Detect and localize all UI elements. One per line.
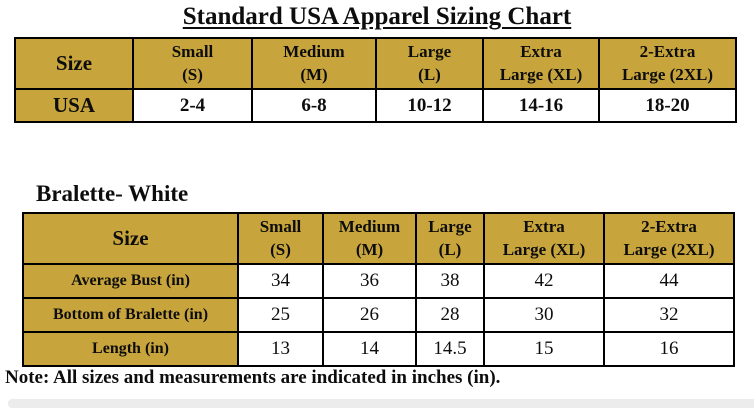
column-header-small-line1: Small bbox=[171, 42, 214, 62]
column-header-large-line1: Large bbox=[428, 217, 472, 237]
column-header-xl: Extra Large (XL) bbox=[483, 212, 605, 265]
column-header-large-line1: Large bbox=[407, 42, 452, 62]
column-header-xl: Extra Large (XL) bbox=[482, 37, 600, 90]
length-row-label: Length (in) bbox=[22, 331, 239, 367]
column-header-2xl: 2-Extra Large (2XL) bbox=[598, 37, 737, 90]
column-header-xl-line2: Large (XL) bbox=[499, 64, 583, 84]
horizontal-scrollbar[interactable] bbox=[8, 399, 754, 408]
column-header-2xl-line1: 2-Extra bbox=[641, 217, 697, 237]
usa-size-xl: 14-16 bbox=[482, 88, 600, 123]
column-header-large-line2: (L) bbox=[418, 64, 441, 84]
column-header-large: Large (L) bbox=[375, 37, 484, 90]
length-small: 13 bbox=[237, 331, 324, 367]
bottom-of-bralette-large: 28 bbox=[415, 297, 485, 333]
column-header-small: Small (S) bbox=[132, 37, 253, 90]
column-header-xl-line1: Extra bbox=[520, 42, 562, 62]
usa-table-header-row: Size Small (S) Medium (M) Large (L) Extr… bbox=[14, 37, 737, 90]
usa-row-label: USA bbox=[14, 88, 134, 123]
column-header-xl-line1: Extra bbox=[523, 217, 565, 237]
bottom-of-bralette-medium: 26 bbox=[322, 297, 417, 333]
bottom-of-bralette-row: Bottom of Bralette (in) 25 26 28 30 32 bbox=[22, 297, 735, 333]
column-header-large-line2: (L) bbox=[438, 239, 462, 259]
average-bust-large: 38 bbox=[415, 263, 485, 299]
column-header-medium-line1: Medium bbox=[338, 217, 401, 237]
column-header-small-line1: Small bbox=[259, 217, 302, 237]
column-header-2xl: 2-Extra Large (2XL) bbox=[603, 212, 735, 265]
column-header-medium: Medium (M) bbox=[322, 212, 417, 265]
bralette-size-corner-header: Size bbox=[22, 212, 239, 265]
usa-size-corner-header: Size bbox=[14, 37, 134, 90]
column-header-small: Small (S) bbox=[237, 212, 324, 265]
column-header-medium-line2: (M) bbox=[300, 64, 328, 84]
length-large: 14.5 bbox=[415, 331, 485, 367]
bralette-title: Bralette- White bbox=[36, 181, 189, 206]
average-bust-row: Average Bust (in) 34 36 38 42 44 bbox=[22, 263, 735, 299]
length-medium: 14 bbox=[322, 331, 417, 367]
bottom-of-bralette-small: 25 bbox=[237, 297, 324, 333]
usa-size-medium: 6-8 bbox=[251, 88, 377, 123]
column-header-large: Large (L) bbox=[415, 212, 485, 265]
length-2xl: 16 bbox=[603, 331, 735, 367]
average-bust-small: 34 bbox=[237, 263, 324, 299]
usa-size-2xl: 18-20 bbox=[598, 88, 737, 123]
usa-size-small: 2-4 bbox=[132, 88, 253, 123]
bralette-table-header-row: Size Small (S) Medium (M) Large (L) Extr… bbox=[22, 212, 735, 265]
bottom-of-bralette-row-label: Bottom of Bralette (in) bbox=[22, 297, 239, 333]
usa-sizing-table: Size Small (S) Medium (M) Large (L) Extr… bbox=[14, 37, 737, 123]
column-header-2xl-line2: Large (2XL) bbox=[621, 64, 714, 84]
column-header-medium-line1: Medium bbox=[283, 42, 345, 62]
bottom-of-bralette-2xl: 32 bbox=[603, 297, 735, 333]
column-header-small-line2: (S) bbox=[182, 64, 203, 84]
column-header-small-line2: (S) bbox=[270, 239, 291, 259]
average-bust-row-label: Average Bust (in) bbox=[22, 263, 239, 299]
column-header-medium: Medium (M) bbox=[251, 37, 377, 90]
bralette-measurements-table: Size Small (S) Medium (M) Large (L) Extr… bbox=[22, 212, 735, 367]
column-header-2xl-line1: 2-Extra bbox=[639, 42, 696, 62]
length-row: Length (in) 13 14 14.5 15 16 bbox=[22, 331, 735, 367]
average-bust-2xl: 44 bbox=[603, 263, 735, 299]
page-title: Standard USA Apparel Sizing Chart bbox=[182, 3, 572, 30]
usa-sizes-row: USA 2-4 6-8 10-12 14-16 18-20 bbox=[14, 88, 737, 123]
column-header-medium-line2: (M) bbox=[355, 239, 384, 259]
column-header-2xl-line2: Large (2XL) bbox=[623, 239, 715, 259]
note-text: Note: All sizes and measurements are ind… bbox=[5, 367, 501, 388]
usa-size-large: 10-12 bbox=[375, 88, 484, 123]
bottom-of-bralette-xl: 30 bbox=[483, 297, 605, 333]
average-bust-xl: 42 bbox=[483, 263, 605, 299]
length-xl: 15 bbox=[483, 331, 605, 367]
column-header-xl-line2: Large (XL) bbox=[502, 239, 586, 259]
average-bust-medium: 36 bbox=[322, 263, 417, 299]
